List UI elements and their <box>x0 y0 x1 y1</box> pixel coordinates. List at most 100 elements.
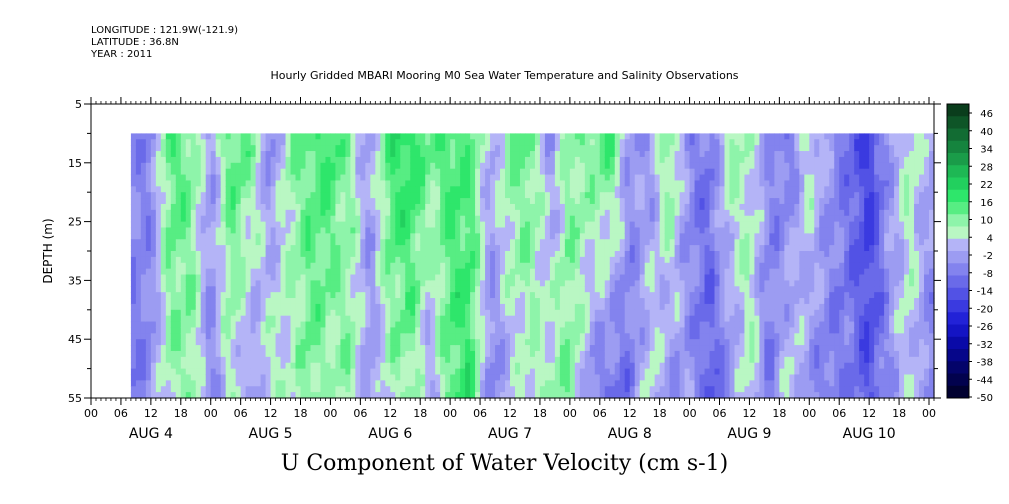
heatmap-cell <box>654 227 661 234</box>
heatmap-cell <box>539 180 546 187</box>
heatmap-cell <box>470 139 476 146</box>
heatmap-cell <box>180 339 187 346</box>
heatmap-cell <box>160 374 167 381</box>
heatmap-cell <box>445 298 451 305</box>
heatmap-cell <box>155 356 162 364</box>
heatmap-cell <box>485 339 491 346</box>
heatmap-cell <box>155 280 162 287</box>
heatmap-cell <box>220 333 227 340</box>
heatmap-cell <box>135 227 142 234</box>
heatmap-cell <box>659 245 666 252</box>
heatmap-cell <box>485 256 491 264</box>
heatmap-cell <box>440 280 446 287</box>
heatmap-cell <box>440 245 446 252</box>
heatmap-cell <box>430 239 436 246</box>
heatmap-cell <box>649 198 656 205</box>
heatmap-cell <box>589 268 596 276</box>
heatmap-cell <box>245 174 252 182</box>
heatmap-cell <box>200 298 207 305</box>
heatmap-cell <box>529 168 536 176</box>
heatmap-cell <box>534 274 541 281</box>
heatmap-cell <box>270 345 277 352</box>
heatmap-cell <box>425 133 431 140</box>
heatmap-cell <box>524 333 531 340</box>
heatmap-cell <box>475 162 481 170</box>
heatmap-cell <box>190 174 197 182</box>
heatmap-cell <box>549 239 556 246</box>
heatmap-cell <box>654 386 661 393</box>
heatmap-cell <box>265 368 272 376</box>
heatmap-cell <box>260 256 267 264</box>
heatmap-cell <box>205 262 212 270</box>
heatmap-cell <box>549 221 556 229</box>
heatmap-cell <box>200 327 207 334</box>
heatmap-cell <box>195 374 202 381</box>
heatmap-cell <box>594 286 601 293</box>
heatmap-cell <box>260 245 267 252</box>
heatmap-cell <box>310 298 317 305</box>
heatmap-cell <box>375 274 381 281</box>
heatmap-cell <box>529 274 536 281</box>
heatmap-cell <box>380 133 386 140</box>
heatmap-cell <box>200 292 207 299</box>
heatmap-cell <box>255 268 262 276</box>
heatmap-cell <box>135 174 142 182</box>
heatmap-cell <box>385 239 391 246</box>
heatmap-cell <box>240 386 247 393</box>
heatmap-cell <box>485 245 491 252</box>
heatmap-cell <box>380 227 386 234</box>
heatmap-cell <box>599 162 606 170</box>
heatmap-cell <box>644 198 651 205</box>
heatmap-cell <box>495 315 501 323</box>
heatmap-cell <box>425 292 431 299</box>
heatmap-cell <box>609 356 616 364</box>
heatmap-cell <box>330 251 337 258</box>
heatmap-cell <box>450 174 456 182</box>
heatmap-cell <box>145 162 152 170</box>
heatmap-cell <box>569 251 576 258</box>
heatmap-cell <box>430 139 436 146</box>
heatmap-cell <box>554 374 561 381</box>
heatmap-cell <box>365 209 371 217</box>
heatmap-cell <box>190 133 197 140</box>
heatmap-cell <box>135 262 142 270</box>
heatmap-cell <box>175 168 182 176</box>
heatmap-cell <box>649 327 656 334</box>
heatmap-cell <box>514 145 521 152</box>
heatmap-cell <box>165 151 172 158</box>
heatmap-cell <box>350 345 356 352</box>
heatmap-cell <box>400 292 406 299</box>
heatmap-cell <box>505 315 511 323</box>
heatmap-cell <box>539 133 546 140</box>
heatmap-cell <box>185 221 192 229</box>
heatmap-cell <box>220 339 227 346</box>
heatmap-cell <box>285 345 292 352</box>
heatmap-cell <box>579 203 586 211</box>
heatmap-cell <box>669 339 676 346</box>
heatmap-cell <box>644 256 651 264</box>
heatmap-cell <box>325 374 332 381</box>
heatmap-cell <box>320 209 327 217</box>
heatmap-cell <box>549 392 556 399</box>
heatmap-cell <box>410 339 416 346</box>
heatmap-cell <box>634 209 641 217</box>
heatmap-cell <box>589 262 596 270</box>
heatmap-cell <box>355 274 361 281</box>
heatmap-cell <box>210 168 217 176</box>
heatmap-cell <box>405 333 411 340</box>
heatmap-cell <box>325 162 332 170</box>
heatmap-cell <box>380 168 386 176</box>
heatmap-cell <box>260 309 267 317</box>
heatmap-cell <box>270 327 277 334</box>
heatmap-cell <box>654 333 661 340</box>
heatmap-cell <box>519 327 526 334</box>
heatmap-cell <box>450 256 456 264</box>
heatmap-cell <box>255 156 262 164</box>
heatmap-cell <box>225 174 232 182</box>
heatmap-cell <box>475 186 481 193</box>
heatmap-cell <box>330 333 337 340</box>
heatmap-cell <box>510 156 516 164</box>
heatmap-cell <box>375 339 381 346</box>
heatmap-cell <box>230 380 237 387</box>
heatmap-cell <box>160 386 167 393</box>
